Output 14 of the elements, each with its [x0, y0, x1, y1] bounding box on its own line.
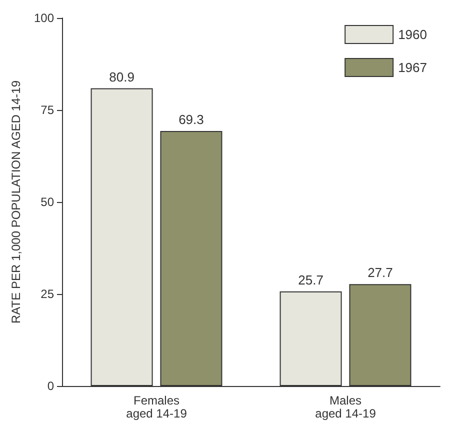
y-tick-label: 50: [40, 195, 54, 209]
data-label: 69.3: [178, 112, 204, 127]
y-tick-label: 25: [40, 287, 54, 301]
y-tick-label: 0: [47, 379, 54, 393]
legend-label: 1967: [398, 60, 427, 75]
y-axis-title: RATE PER 1,000 POPULATION AGED 14-19: [9, 80, 23, 324]
y-tick-label: 100: [34, 11, 54, 25]
legend-label: 1960: [398, 27, 427, 42]
x-tick-label: Males aged 14-19: [315, 394, 376, 420]
data-label: 27.7: [368, 265, 393, 280]
data-label: 25.7: [298, 272, 324, 288]
x-tick-label: Females aged 14-19: [126, 394, 188, 420]
data-label: 80.9: [109, 69, 134, 84]
y-tick-label: 75: [40, 103, 54, 117]
